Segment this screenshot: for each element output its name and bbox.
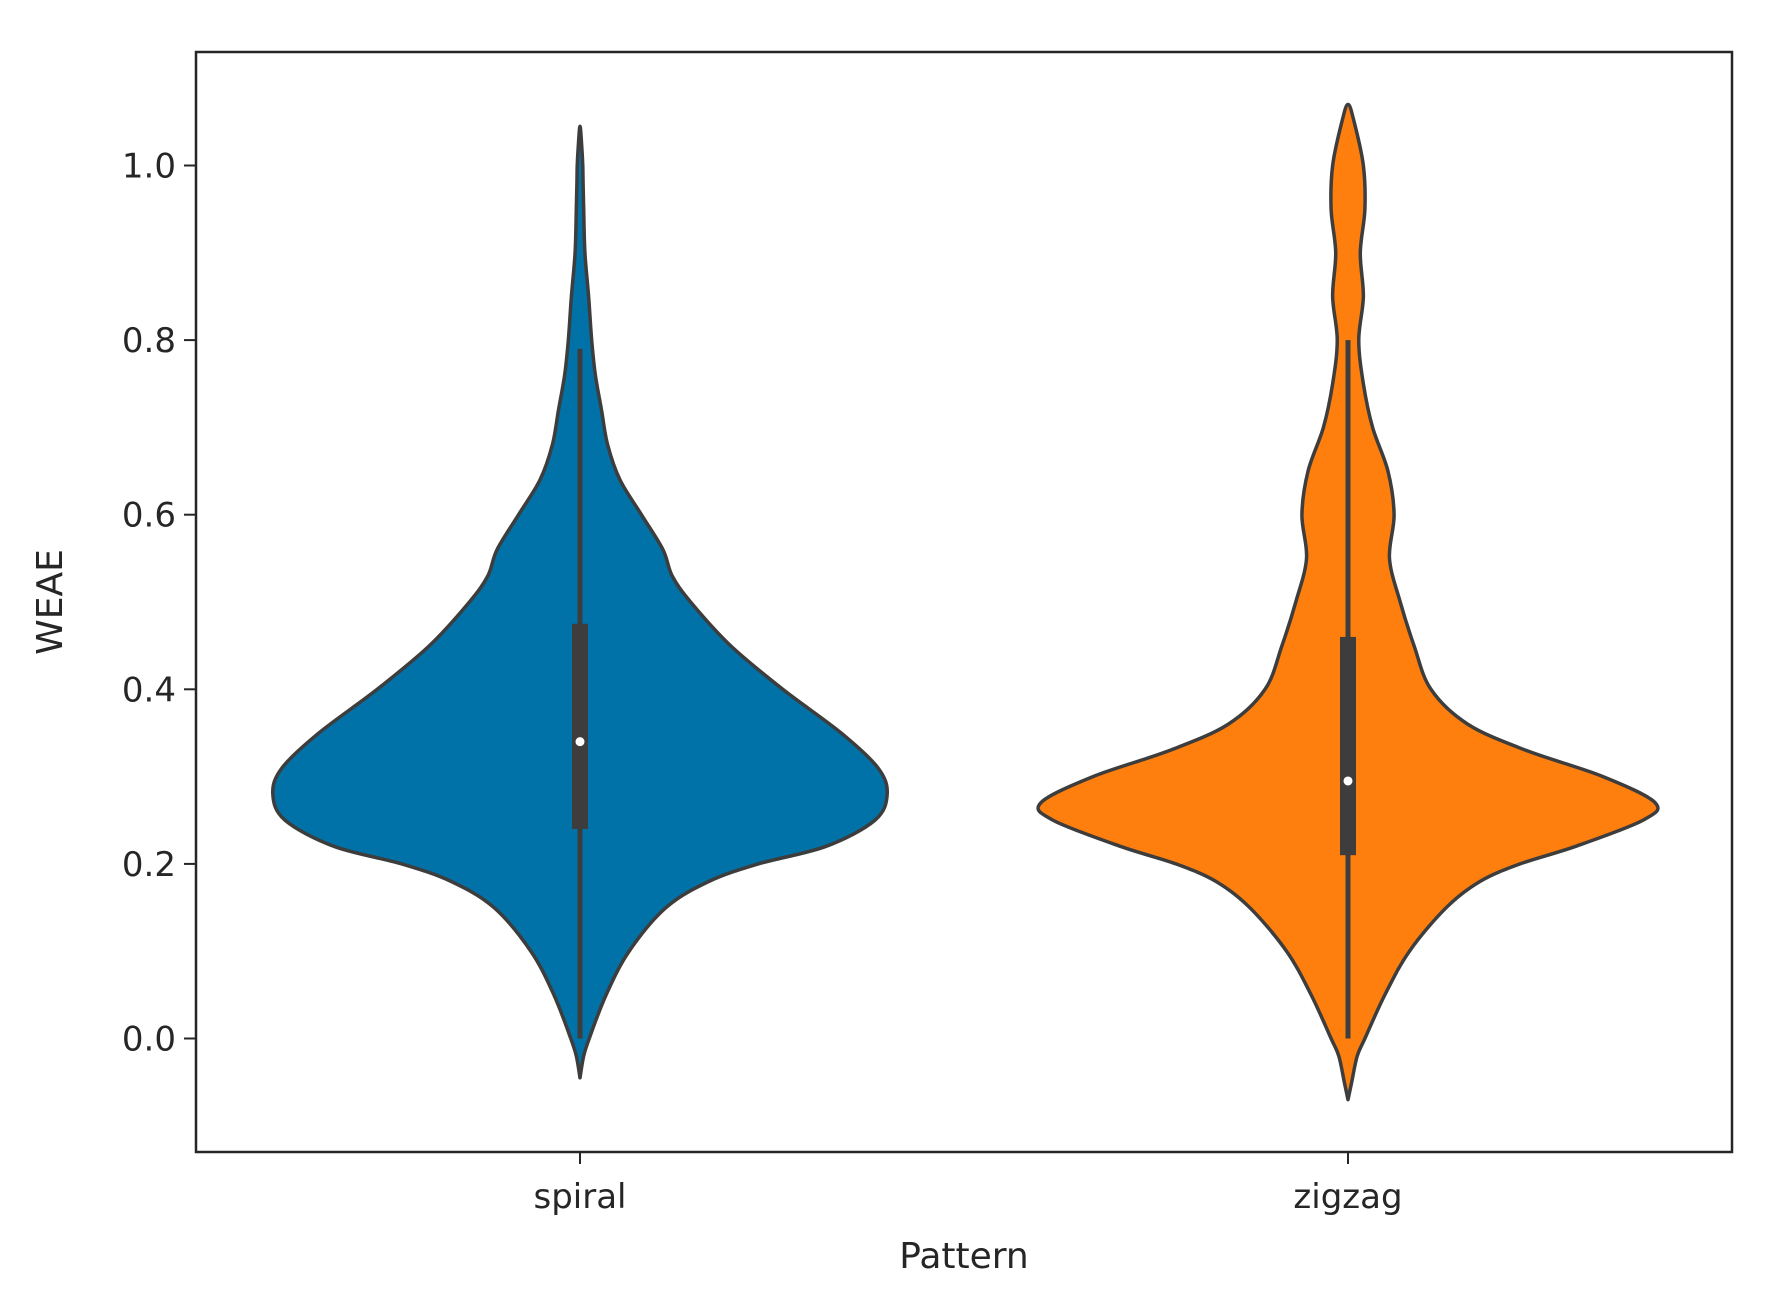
x-tick-label-zigzag: zigzag [1293, 1177, 1402, 1217]
violins-layer [270, 102, 1660, 1102]
plot-frame [194, 50, 1734, 1154]
y-tick-label: 0.0 [122, 1020, 176, 1060]
x-tick-label-spiral: spiral [533, 1177, 626, 1217]
x-axis: spiral zigzag [533, 1152, 1403, 1217]
y-tick-label: 0.6 [122, 496, 176, 536]
median-marker-spiral [575, 737, 585, 747]
y-tick-label: 1.0 [122, 146, 176, 186]
x-axis-title: Pattern [899, 1236, 1029, 1277]
median-marker-zigzag [1343, 776, 1353, 786]
y-axis: 0.0 0.2 0.4 0.6 0.8 1.0 [122, 146, 196, 1060]
y-tick-label: 0.2 [122, 845, 176, 885]
y-tick-label: 0.8 [122, 321, 176, 361]
iqr-box-zigzag [1340, 636, 1356, 856]
iqr-box-spiral [572, 623, 588, 829]
y-tick-label: 0.4 [122, 670, 176, 710]
y-axis-title: WEAE [30, 549, 71, 655]
